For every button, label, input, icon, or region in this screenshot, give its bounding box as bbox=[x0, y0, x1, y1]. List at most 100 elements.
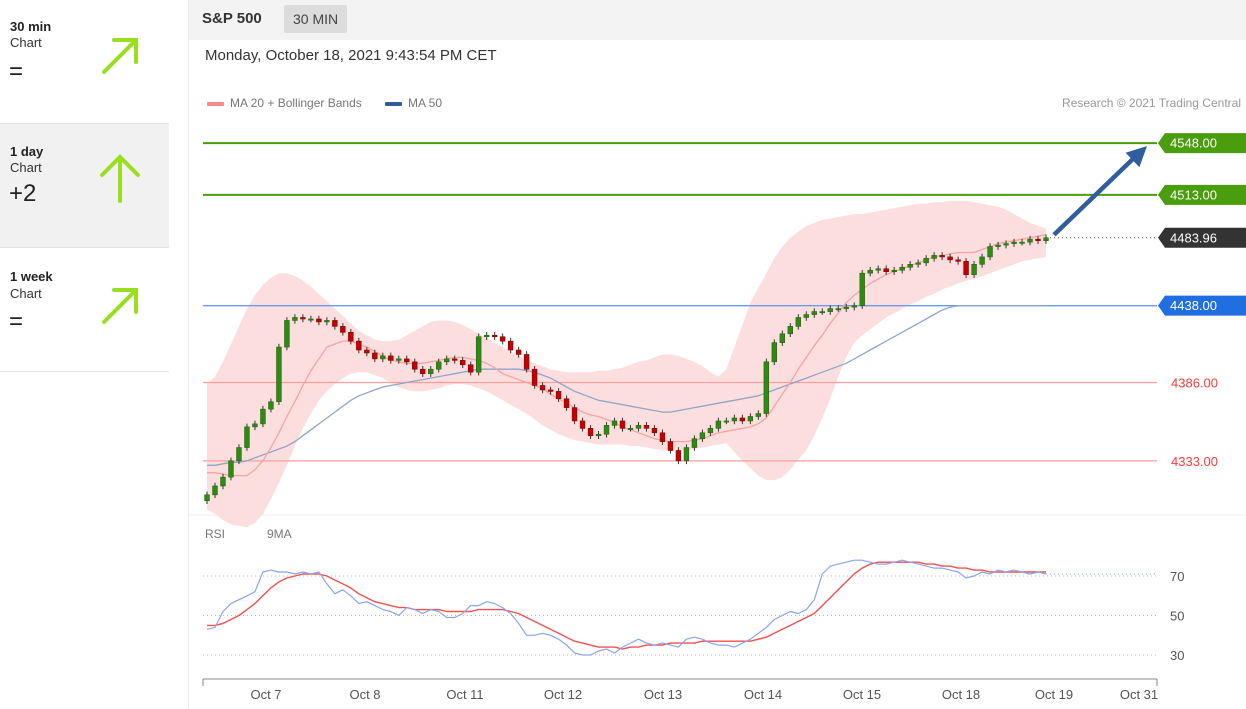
candle-body bbox=[683, 447, 690, 462]
candle-body bbox=[1011, 241, 1017, 244]
price-tag: 4513.00 bbox=[1158, 184, 1246, 205]
candle-body bbox=[308, 318, 314, 321]
timeframe-card-30min[interactable]: 30 min Chart = bbox=[0, 0, 169, 124]
candle-body bbox=[459, 360, 466, 366]
candle-body bbox=[795, 317, 801, 327]
candle-body bbox=[859, 272, 865, 306]
candle-body bbox=[412, 361, 418, 370]
candle-body bbox=[428, 368, 434, 374]
x-tick-label: Oct 18 bbox=[942, 687, 980, 702]
x-tick-label: Oct 19 bbox=[1035, 687, 1073, 702]
candle-body bbox=[388, 355, 394, 361]
interval-button[interactable]: 30 MIN bbox=[284, 5, 348, 33]
candle-body bbox=[380, 355, 386, 360]
arrow-up-right-icon bbox=[102, 38, 138, 74]
timeframe-card-1day[interactable]: 1 day Chart +2 bbox=[0, 124, 169, 248]
price-level-label: 4386.00 bbox=[1171, 376, 1218, 391]
candle-body bbox=[1043, 237, 1049, 241]
candle-body bbox=[763, 361, 770, 414]
candle-body bbox=[332, 320, 338, 327]
candle-body bbox=[619, 420, 626, 429]
price-tag-label: 4438.00 bbox=[1170, 298, 1217, 313]
timeframe-card-1week[interactable]: 1 week Chart = bbox=[0, 248, 169, 372]
candle-body bbox=[643, 425, 650, 429]
chart-datetime: Monday, October 18, 2021 9:43:54 PM CET bbox=[205, 47, 497, 64]
timeframe-kind: Chart bbox=[10, 286, 42, 301]
candle-body bbox=[939, 255, 945, 258]
candle-body bbox=[555, 391, 562, 400]
arrow-up-icon bbox=[100, 154, 140, 203]
price-tag-label: 4483.96 bbox=[1170, 230, 1217, 245]
timeframe-score: = bbox=[9, 308, 24, 335]
candle-body bbox=[300, 317, 306, 320]
legend-rsi: RSI bbox=[205, 527, 225, 541]
x-tick-label: Oct 8 bbox=[349, 687, 380, 702]
candle-body bbox=[755, 413, 762, 417]
candle-body bbox=[571, 407, 578, 422]
candle-body bbox=[491, 334, 498, 338]
candle-body bbox=[467, 364, 474, 373]
candle-body bbox=[611, 420, 618, 426]
candle-body bbox=[228, 460, 234, 478]
candle-body bbox=[587, 428, 594, 437]
legend-ma50-swatch bbox=[385, 101, 402, 106]
candle-body bbox=[444, 358, 450, 363]
timeframe-score: +2 bbox=[9, 180, 37, 207]
candle-body bbox=[515, 349, 522, 355]
candle-body bbox=[420, 368, 426, 374]
candle-body bbox=[819, 311, 825, 314]
legend-rsi-label: RSI bbox=[205, 527, 226, 541]
candle-body bbox=[396, 358, 402, 361]
candle-body bbox=[260, 408, 266, 425]
candle-body bbox=[452, 358, 458, 361]
rsi-level-label: 70 bbox=[1170, 569, 1184, 584]
candle-body bbox=[923, 258, 929, 264]
candle-body bbox=[499, 336, 506, 342]
price-tag-bg bbox=[1158, 133, 1246, 154]
candle-body bbox=[731, 417, 738, 422]
ma20-line bbox=[207, 234, 1047, 477]
price-chart[interactable]: 4548.00 4513.00 4483.96 4438.00 4386.00 4333.… bbox=[189, 0, 1246, 709]
candle-body bbox=[947, 256, 953, 261]
candle-body bbox=[212, 485, 218, 496]
candle-body bbox=[995, 244, 1001, 247]
candle-body bbox=[340, 326, 346, 333]
candle-body bbox=[659, 432, 666, 442]
candle-body bbox=[236, 447, 242, 462]
x-tick-label: Oct 13 bbox=[644, 687, 682, 702]
timeframe-period: 30 min bbox=[10, 19, 52, 34]
candle-body bbox=[1027, 238, 1033, 243]
price-tag-label: 4513.00 bbox=[1170, 187, 1217, 202]
symbol-name: S&P 500 bbox=[202, 10, 262, 27]
price-level-label: 4333.00 bbox=[1171, 454, 1218, 469]
candle-body bbox=[875, 268, 881, 271]
legend-ma20-label: MA 20 + Bollinger Bands bbox=[230, 96, 362, 110]
candle-body bbox=[531, 368, 538, 386]
copyright-text: Research © 2021 Trading Central bbox=[1062, 96, 1241, 110]
candle-body bbox=[627, 428, 634, 430]
candle-body bbox=[747, 416, 754, 422]
candle-body bbox=[811, 311, 817, 315]
rsi-level-label: 50 bbox=[1170, 609, 1184, 624]
candle-body bbox=[364, 349, 370, 354]
price-tag-label: 4548.00 bbox=[1170, 136, 1217, 151]
candle-body bbox=[891, 269, 897, 272]
x-tick-label: Oct 14 bbox=[744, 687, 782, 702]
candle-body bbox=[372, 352, 378, 360]
bollinger-band-area bbox=[207, 200, 1046, 528]
x-tick-label: Oct 31 bbox=[1120, 687, 1158, 702]
candle-body bbox=[1003, 243, 1009, 246]
candle-body bbox=[707, 428, 714, 434]
legend-9ma: 9MA bbox=[267, 527, 292, 541]
candle-body bbox=[827, 308, 833, 312]
x-tick-label: Oct 7 bbox=[250, 687, 281, 702]
candle-body bbox=[595, 433, 602, 437]
candle-body bbox=[220, 476, 226, 487]
candle-body bbox=[955, 259, 961, 262]
candle-body bbox=[507, 340, 514, 351]
x-tick-label: Oct 11 bbox=[446, 687, 483, 702]
chart-toolbar: S&P 500 30 MIN bbox=[189, 0, 1246, 40]
candle-body bbox=[356, 340, 362, 351]
candle-body bbox=[651, 428, 658, 434]
candle-body bbox=[723, 420, 730, 423]
